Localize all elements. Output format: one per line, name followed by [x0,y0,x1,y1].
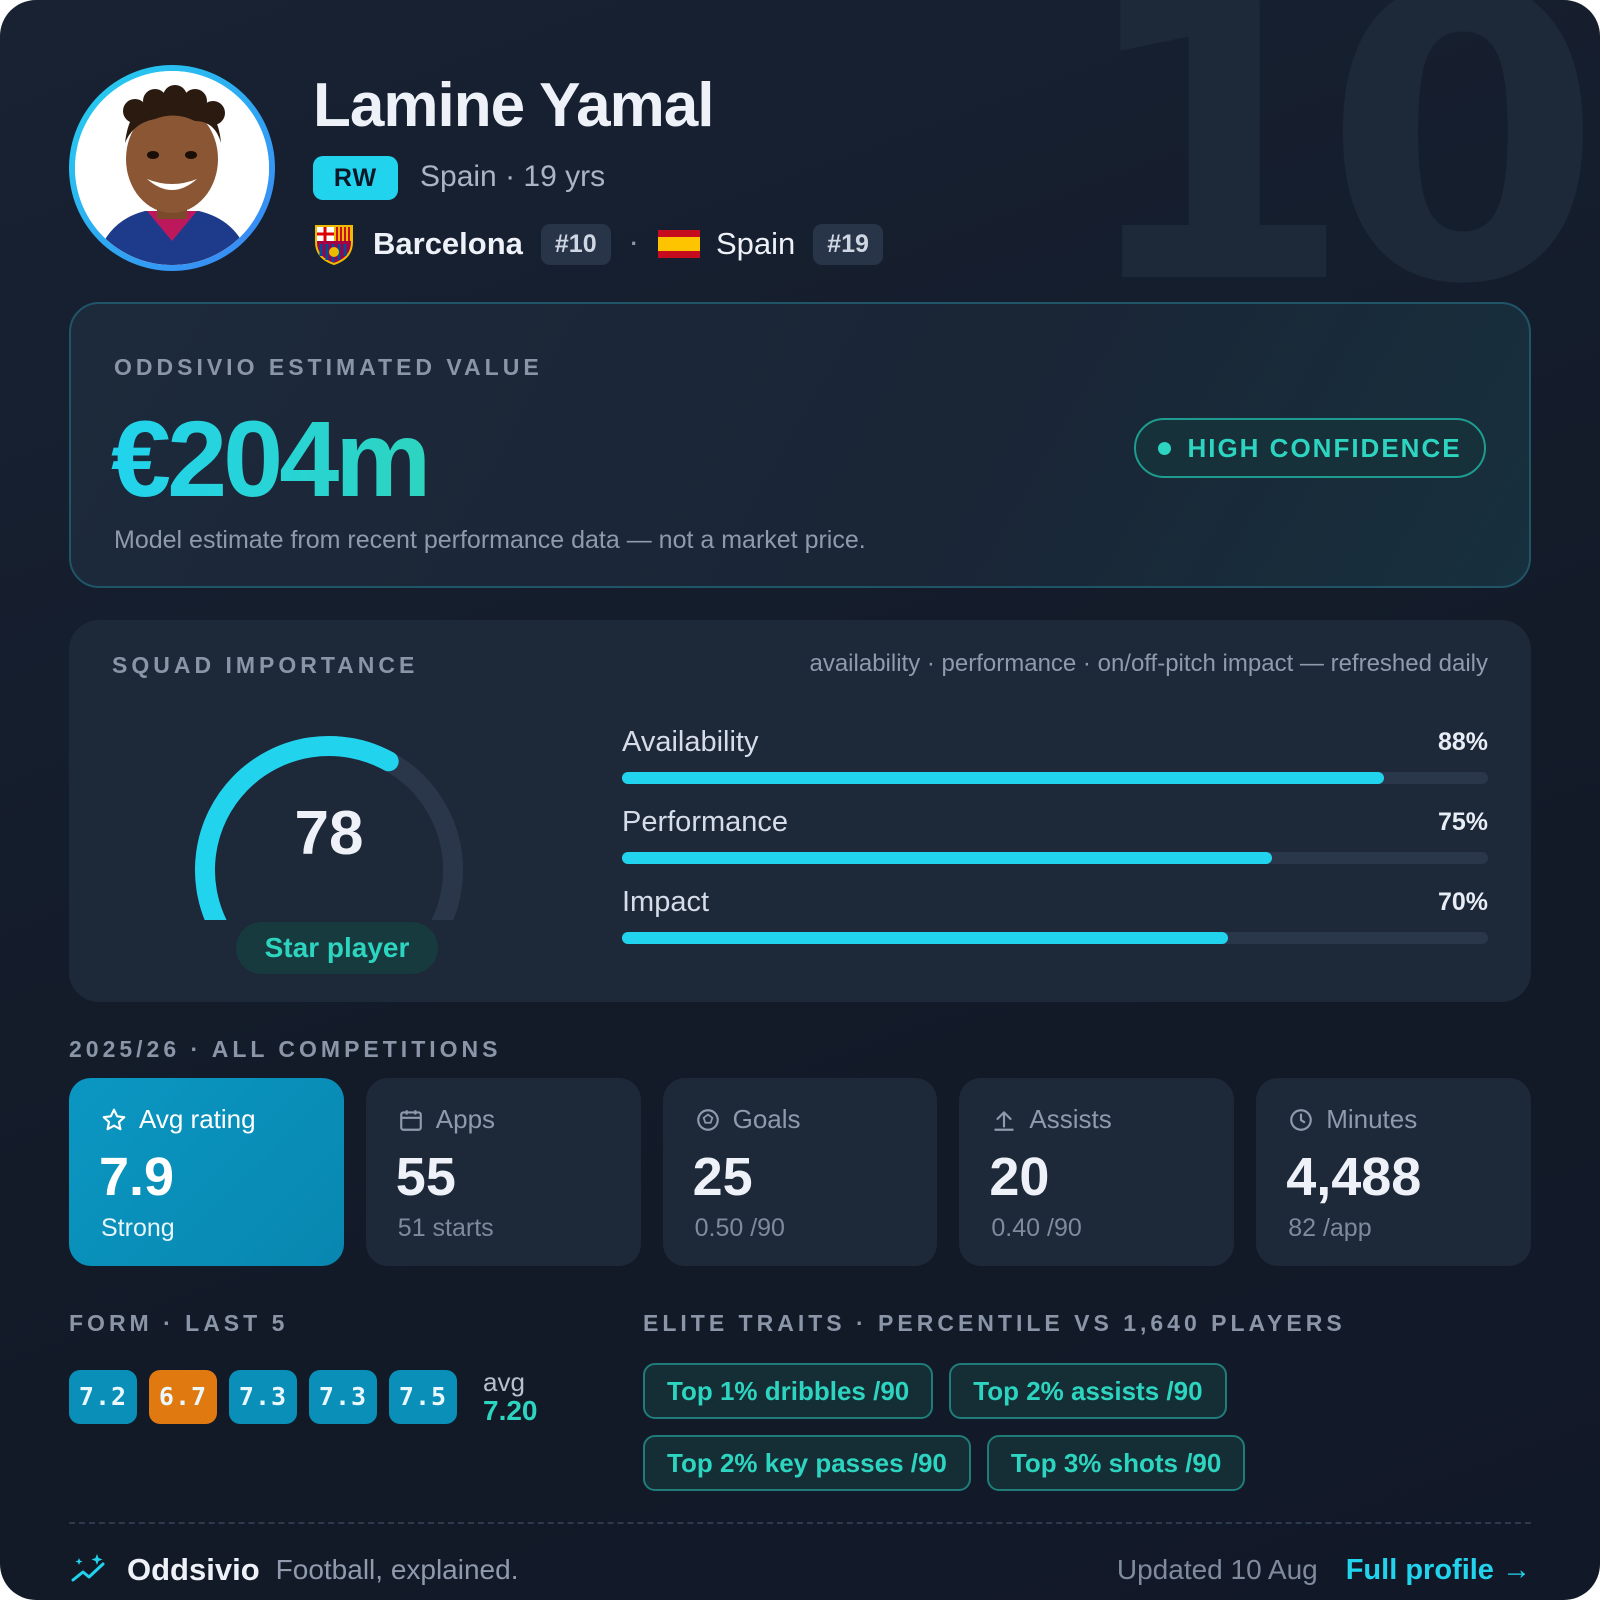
stat-tile-minutes[interactable]: Minutes 4,488 82 /app [1256,1078,1531,1266]
confidence-label: HIGH CONFIDENCE [1187,432,1462,463]
elite-traits: Top 1% dribbles /90 Top 2% assists /90 T… [643,1363,1343,1507]
footer-brand: Oddsivio Football, explained. [69,1548,518,1592]
calendar-icon [399,1109,422,1131]
form-avg-value: 7.20 [483,1395,538,1427]
club-name[interactable]: Barcelona [373,226,523,261]
form-rating-chip[interactable]: 6.7 [149,1370,217,1425]
position-badge: RW [313,156,398,200]
tile-title: Goals [732,1104,801,1134]
bar-fill [622,772,1385,784]
tile-value: 55 [395,1147,456,1207]
tile-sub: 0.50 /90 [694,1214,785,1242]
national-number-chip: #19 [813,223,883,265]
tile-value: 25 [692,1147,753,1207]
arrow-up-icon [994,1110,1015,1131]
stat-tile-assists[interactable]: Assists 20 0.40 /90 [959,1078,1235,1266]
player-avatar [69,65,275,271]
importance-gauge [194,735,463,920]
national-team-name[interactable]: Spain [715,226,796,261]
tile-title: Apps [435,1104,496,1134]
bar-fill [622,932,1229,944]
trait-chip: Top 2% key passes /90 [643,1435,971,1491]
tile-sub: Strong [101,1214,175,1242]
player-meta: Spain · 19 yrs [420,160,606,193]
tile-title: Minutes [1326,1104,1418,1134]
tile-title: Assists [1029,1104,1112,1134]
trait-chip: Top 2% assists /90 [949,1363,1227,1419]
full-profile-link[interactable]: Full profile → [1345,1553,1531,1586]
spain-flag-icon [657,230,700,258]
tile-sub: 0.40 /90 [991,1214,1082,1242]
stat-tile-apps[interactable]: Apps 55 51 starts [365,1078,641,1266]
tile-sub: 82 /app [1288,1214,1372,1242]
bar-label: Performance [622,806,789,838]
tile-value: 7.9 [99,1147,175,1207]
status-dot-icon [1158,441,1172,455]
season-label: 2025/26 · ALL COMPETITIONS [69,1036,502,1062]
season-stats: Avg rating 7.9 Strong Apps 55 51 starts … [69,1078,1531,1266]
bar-percent: 70% [1437,888,1488,916]
squad-label: SQUAD IMPORTANCE [112,652,419,678]
stat-tile-avg-rating[interactable]: Avg rating 7.9 Strong [69,1078,344,1266]
importance-bars: Availability 88% Performance 75% Impact … [622,726,1488,970]
tier-badge: Star player [236,922,438,974]
trait-chip: Top 1% dribbles /90 [643,1363,934,1419]
bar-availability: Availability 88% [622,726,1488,810]
player-photo-icon [75,71,269,265]
form-label: FORM · LAST 5 [69,1310,289,1336]
club-number-chip: #10 [540,223,611,265]
value-amount: €204m [111,398,431,519]
bar-percent: 88% [1437,728,1488,756]
fc-barcelona-crest-icon [315,225,353,266]
squad-importance-panel: SQUAD IMPORTANCE availability · performa… [69,620,1531,1002]
tile-value: 20 [989,1147,1050,1207]
updated-date: Updated 10 Aug [1116,1554,1318,1585]
form-avg-label: avg [483,1367,525,1397]
value-note: Model estimate from recent performance d… [114,526,866,554]
sparkle-chart-icon [71,1554,105,1582]
squad-subtitle: availability · performance · on/off-pitc… [809,650,1488,677]
footer-meta: Updated 10 Aug Full profile → [1117,1548,1531,1592]
value-label: ODDSIVIO ESTIMATED VALUE [114,354,543,380]
brand-tagline: Football, explained. [275,1554,519,1585]
brand-name[interactable]: Oddsivio [127,1552,260,1587]
tile-sub: 51 starts [397,1214,494,1242]
shirt-number-watermark: 10 [1075,0,1600,372]
clock-icon [1290,1108,1313,1131]
star-icon [102,1108,126,1130]
bar-performance: Performance 75% [622,806,1488,890]
tile-title: Avg rating [139,1104,256,1134]
traits-label: ELITE TRAITS · PERCENTILE VS 1,640 PLAYE… [643,1310,1346,1336]
estimated-value-panel: ODDSIVIO ESTIMATED VALUE €204m Model est… [69,302,1531,588]
form-rating-chip[interactable]: 7.3 [309,1370,377,1425]
form-rating-chip[interactable]: 7.3 [229,1370,297,1425]
form-rating-chip[interactable]: 7.5 [389,1370,457,1425]
tile-value: 4,488 [1286,1147,1422,1207]
bar-label: Availability [622,726,759,758]
trait-chip: Top 3% shots /90 [986,1435,1246,1491]
separator-dot: · [630,231,638,256]
form-rating-chip[interactable]: 7.2 [69,1370,137,1425]
bar-label: Impact [622,886,710,918]
form-ratings: 7.2 6.7 7.3 7.3 7.5 avg 7.20 [69,1367,538,1427]
importance-score: 78 [294,799,364,868]
bar-percent: 75% [1437,808,1488,836]
bar-impact: Impact 70% [622,886,1488,970]
confidence-badge: HIGH CONFIDENCE [1134,418,1486,478]
form-average: avg 7.20 [483,1367,538,1427]
player-name: Lamine Yamal [313,71,714,140]
footer-divider [69,1522,1531,1524]
bar-fill [622,852,1272,864]
club-row: Barcelona #10 · Spain #19 [313,222,883,266]
stat-tile-goals[interactable]: Goals 25 0.50 /90 [662,1078,938,1266]
football-icon [696,1108,719,1131]
